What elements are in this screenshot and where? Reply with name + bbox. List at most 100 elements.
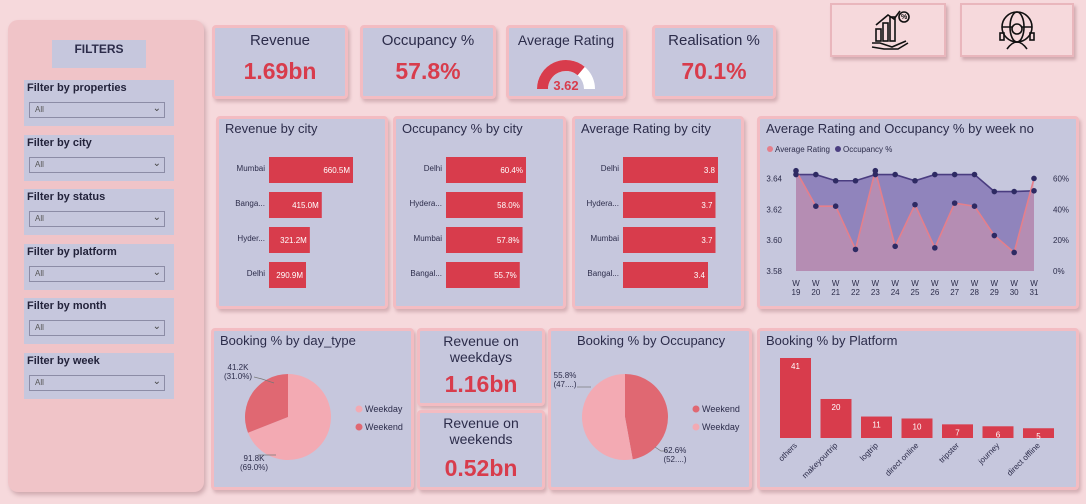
pie-percent-label: (31.0%) [224,372,252,381]
rating-by-city-title: Average Rating by city [581,121,711,136]
bar [623,157,718,183]
filter-dropdown[interactable]: All ⌄ [29,211,165,228]
rating-point [932,245,938,251]
bar-category-label: Delhi [247,269,265,278]
x-tick-label: W 22 [851,279,860,297]
bar-value-label: 415.0M [292,201,319,210]
bar-value-label: 5 [1036,432,1041,441]
filter-city: Filter by city All ⌄ [24,134,174,181]
filter-month: Filter by month All ⌄ [24,298,174,345]
x-tick-label: W 19 [792,279,801,297]
pie-percent-label: (69.0%) [240,463,268,472]
rating-point [813,203,819,209]
chevron-down-icon: ⌄ [152,321,161,333]
finance-growth-icon[interactable]: % [830,3,946,57]
kpi-occupancy-title: Occupancy % [381,32,475,49]
pie-percent-label: (47....) [553,380,576,389]
bar [269,157,353,183]
legend-label: Weekend [702,404,740,414]
y-left-tick: 3.64 [766,174,782,183]
filter-dropdown[interactable]: All ⌄ [29,320,165,337]
bar [446,262,520,288]
bar-category-label: journey [976,441,1002,467]
occupancy-point [951,171,958,178]
filter-week: Filter by week All ⌄ [24,353,174,399]
rating-area [796,170,1034,271]
filter-dropdown[interactable]: All ⌄ [29,265,165,282]
occupancy-point [1031,187,1037,194]
occupancy-by-city-card: Occupancy % by city Delhi 60.4% Hydera... 5… [393,116,566,309]
rating-by-city-chart: Delhi 3.8 Hydera... 3.7 Mumbai 3.7 Bangal... 3.… [587,157,718,288]
bar-value-label: 58.0% [497,201,520,210]
rating-point [872,167,879,174]
kpi-revenue-value: 1.69bn [243,58,317,84]
booking-day-type-title: Booking % by day_type [220,333,356,348]
bar-category-label: makeyourtrip [800,441,839,480]
x-tick-label: W 28 [970,279,979,297]
bar [446,157,526,183]
booking-occupancy-title: Booking % by Occupancy [577,333,726,348]
bar [623,227,716,253]
bar-category-label: Hyder... [237,234,265,243]
bar-category-label: Delhi [601,164,619,173]
pie-value-label: 91.8K [244,454,266,463]
occupancy-point [793,171,799,178]
svg-text:%: % [901,14,908,21]
legend-label: Weekday [702,422,740,432]
occupancy-point [932,171,938,178]
bar [446,192,523,218]
occupancy-point [1011,188,1017,195]
global-support-icon[interactable] [960,3,1074,57]
filter-label: Filter by properties [27,82,127,94]
filter-label: Filter by platform [27,245,117,258]
kpi-revenue-title: Revenue [249,32,311,49]
kpi-weekday-revenue-title: Revenue on weekdays [443,333,519,365]
occupancy-point [832,177,839,184]
bar [623,192,716,218]
bar [982,426,1014,438]
x-tick-label: W 31 [1030,279,1039,297]
revenue-by-city-card: Revenue by city Mumbai 660.5M Banga... 415.… [216,116,388,309]
bar-value-label: 11 [872,421,881,430]
booking-platform-title: Booking % by Platform [766,333,898,348]
legend-label-occupancy: Occupancy % [843,145,892,154]
filter-dropdown[interactable]: All ⌄ [29,102,165,118]
rating-occupancy-week-chart: Average Rating Occupancy % 3.58 3.60 3.62 3.6… [766,145,1069,297]
bar-category-label: Mumbai [591,234,620,243]
legend-marker-occupancy [835,146,841,152]
chevron-down-icon: ⌄ [152,266,161,278]
y-left-tick: 3.62 [766,205,782,214]
occupancy-point [892,171,898,178]
kpi-occupancy-value: 57.8% [395,58,461,84]
bar-category-label: Bangal... [410,269,442,278]
bar-category-label: direct offline [1005,441,1042,478]
bar [446,227,523,253]
kpi-realisation-title: Realisation % [668,32,760,49]
occupancy-point [852,177,859,184]
rating-point [832,203,839,209]
bar-category-label: Mumbai [414,234,443,243]
bar [269,262,306,288]
x-tick-label: W 25 [911,279,920,297]
legend-label: Weekend [365,422,403,432]
kpi-weekday-revenue-value: 1.16bn [444,371,518,397]
filter-properties: Filter by properties All ⌄ [24,80,174,126]
booking-day-type-chart: 41.2K(31.0%) 91.8K(69.0%) Weekday Weekend [224,363,403,472]
y-left-tick: 3.58 [766,267,782,276]
bar-value-label: 55.7% [494,271,517,280]
pie-value-label: 41.2K [228,363,250,372]
occupancy-by-city-chart: Delhi 60.4% Hydera... 58.0% Mumbai 57.8% Banga… [410,157,526,288]
bar-value-label: 3.8 [704,166,716,175]
legend-label-rating: Average Rating [775,145,830,154]
gauge-fill [537,60,585,89]
rating-occupancy-week-title: Average Rating and Occupancy % by week n… [766,121,1034,136]
kpi-rating-card: Average Rating 3.62 [506,25,626,99]
x-tick-label: W 24 [891,279,900,297]
pie-percent-label: (52....) [663,455,686,464]
filter-dropdown[interactable]: All ⌄ [29,156,165,173]
filter-dropdown[interactable]: All ⌄ [29,375,165,391]
y-right-tick: 0% [1053,267,1065,276]
filters-title: FILTERS [52,40,146,68]
y-right-tick: 60% [1053,174,1069,183]
occupancy-point [991,188,998,195]
